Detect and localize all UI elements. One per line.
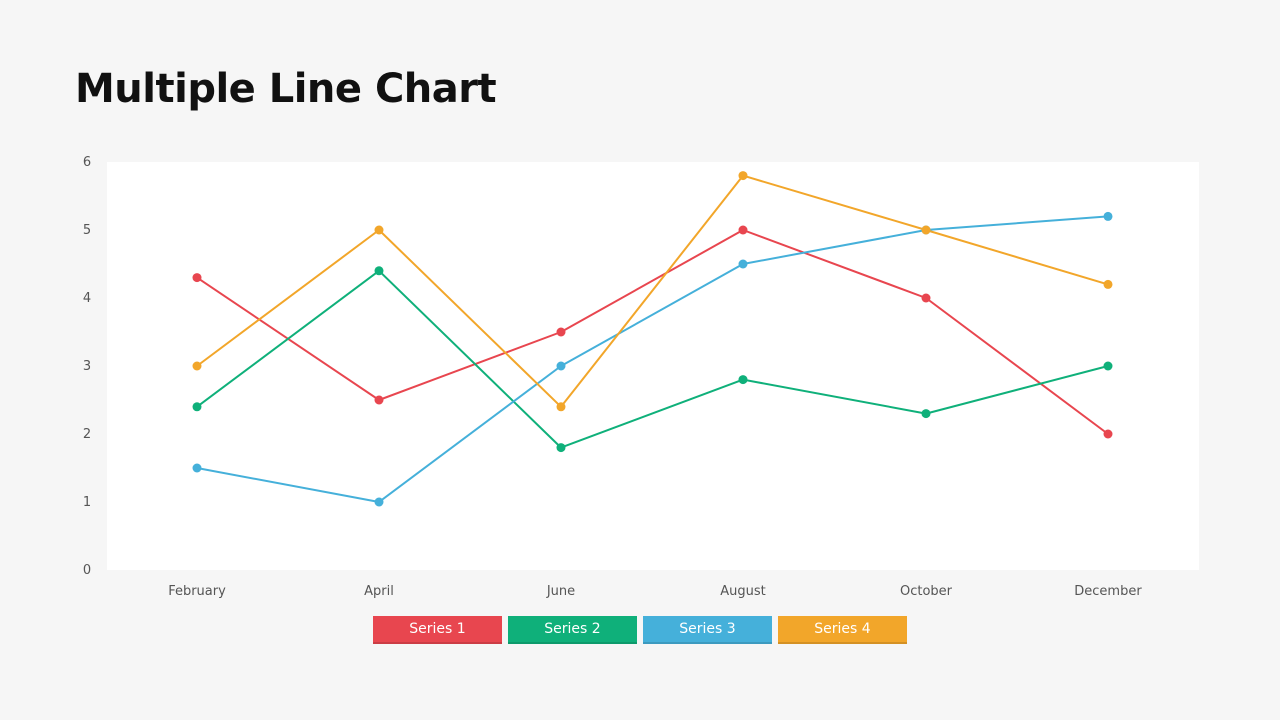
- series-4-line: [196, 174, 1109, 408]
- series-1-line: [196, 229, 1109, 435]
- series-3-point[interactable]: [374, 497, 384, 507]
- y-tick-label: 6: [83, 155, 91, 170]
- series-lines: [196, 174, 1109, 503]
- series-3-line: [196, 215, 1109, 503]
- series-2-point[interactable]: [556, 443, 566, 453]
- x-tick-label: August: [720, 584, 766, 599]
- series-1-point[interactable]: [192, 273, 202, 283]
- x-axis-ticks: February April June August October December: [168, 584, 1142, 599]
- series-4-point[interactable]: [921, 225, 931, 235]
- series-1-point[interactable]: [1103, 429, 1113, 439]
- x-tick-label: October: [900, 584, 953, 599]
- y-tick-label: 1: [83, 495, 91, 510]
- series-1-point[interactable]: [921, 293, 931, 303]
- series-4-point[interactable]: [738, 171, 748, 181]
- y-tick-label: 2: [83, 427, 91, 442]
- x-tick-label: December: [1074, 584, 1142, 599]
- x-tick-label: February: [168, 584, 226, 599]
- series-2-point[interactable]: [921, 409, 931, 419]
- series-2-line: [196, 269, 1109, 449]
- series-4-point[interactable]: [374, 225, 384, 235]
- legend-item-series-4[interactable]: Series 4: [778, 616, 907, 644]
- series-3-point[interactable]: [556, 361, 566, 371]
- y-tick-label: 3: [83, 359, 91, 374]
- series-3-point[interactable]: [738, 259, 748, 269]
- legend: Series 1 Series 2 Series 3 Series 4: [373, 616, 907, 644]
- series-4-point[interactable]: [192, 361, 202, 371]
- legend-item-series-3[interactable]: Series 3: [643, 616, 772, 644]
- plot-area: [107, 162, 1199, 570]
- series-1-point[interactable]: [374, 395, 384, 405]
- y-tick-label: 0: [83, 563, 91, 578]
- legend-item-series-1[interactable]: Series 1: [373, 616, 502, 644]
- series-points: [192, 171, 1113, 507]
- series-2-point[interactable]: [738, 375, 748, 385]
- series-2-point[interactable]: [374, 266, 384, 276]
- series-3-point[interactable]: [192, 463, 202, 473]
- legend-item-series-2[interactable]: Series 2: [508, 616, 637, 644]
- y-tick-label: 4: [83, 291, 91, 306]
- page-title: Multiple Line Chart: [75, 66, 497, 112]
- series-2-point[interactable]: [192, 402, 202, 412]
- series-4-point[interactable]: [1103, 279, 1113, 289]
- x-tick-label: April: [364, 584, 394, 599]
- series-4-point[interactable]: [556, 402, 566, 412]
- y-axis-ticks: 0 1 2 3 4 5 6: [83, 155, 91, 578]
- y-tick-label: 5: [83, 223, 91, 238]
- series-1-point[interactable]: [556, 327, 566, 337]
- series-1-point[interactable]: [738, 225, 748, 235]
- x-tick-label: June: [546, 584, 575, 599]
- series-2-point[interactable]: [1103, 361, 1113, 371]
- series-3-point[interactable]: [1103, 211, 1113, 221]
